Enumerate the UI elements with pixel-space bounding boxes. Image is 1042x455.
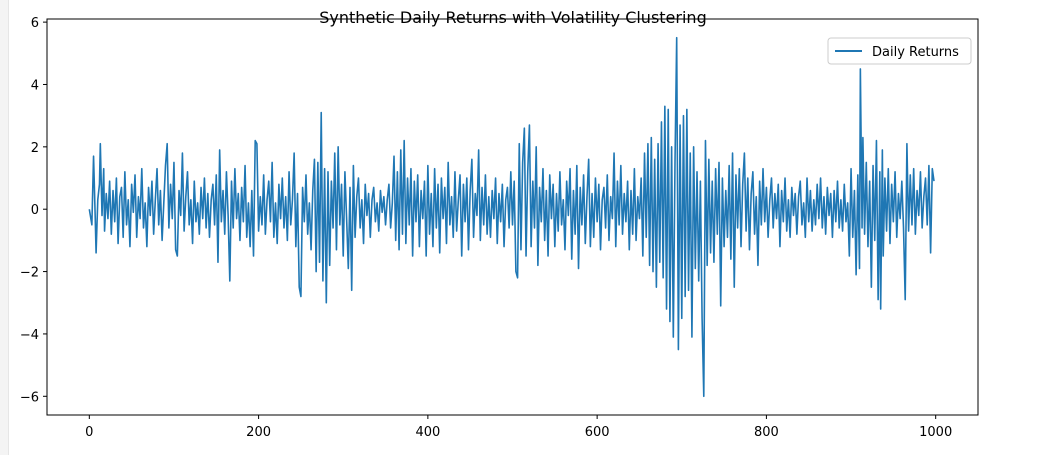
x-tick-label: 600 xyxy=(585,425,610,440)
x-tick-label: 200 xyxy=(246,425,271,440)
chart-title: Synthetic Daily Returns with Volatility … xyxy=(319,8,706,27)
series-line-daily-returns xyxy=(88,36,935,398)
y-axis: −6 −4 −2 0 2 4 6 xyxy=(20,16,47,405)
axes-frame xyxy=(46,18,979,416)
x-tick-label: 400 xyxy=(415,425,440,440)
x-tick-label: 1000 xyxy=(919,425,952,440)
legend-box xyxy=(827,37,972,65)
y-tick-label: −6 xyxy=(20,390,39,405)
y-tick-label: 6 xyxy=(31,16,39,31)
notebook-gutter xyxy=(0,0,9,455)
y-tick-label: 4 xyxy=(31,78,39,93)
y-tick-label: 0 xyxy=(31,203,39,218)
legend-label-daily-returns: Daily Returns xyxy=(872,45,959,60)
y-tick-label: −4 xyxy=(20,328,39,343)
x-tick-label: 0 xyxy=(85,425,93,440)
y-tick-label: 2 xyxy=(31,141,39,156)
y-tick-label: −2 xyxy=(20,266,39,281)
x-axis: 0 200 400 600 800 1000 xyxy=(85,415,952,440)
legend: Daily Returns xyxy=(827,37,972,65)
plot-area xyxy=(46,18,979,416)
x-tick-label: 800 xyxy=(754,425,779,440)
